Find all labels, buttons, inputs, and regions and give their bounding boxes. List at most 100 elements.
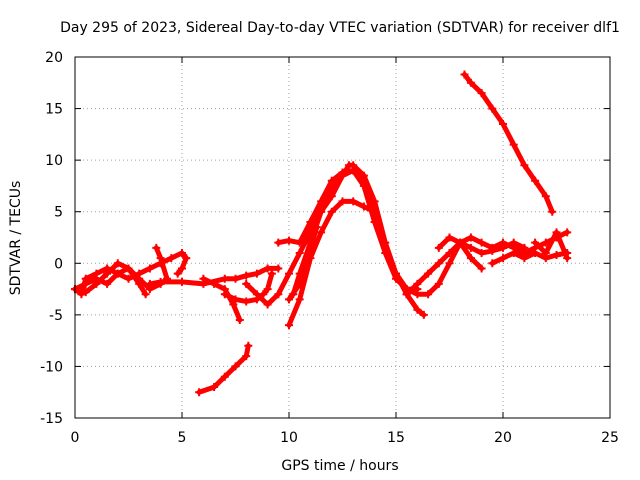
data-point [477, 238, 486, 247]
y-tick-label: 20 [45, 50, 63, 66]
y-tick-label: 10 [45, 153, 63, 169]
data-point [445, 259, 454, 268]
data-point [306, 218, 315, 227]
data-point [274, 264, 283, 273]
data-point [252, 269, 261, 278]
data-point [81, 288, 90, 297]
series-satellite-track-2 [71, 243, 172, 294]
data-point [77, 290, 86, 299]
data-point [263, 300, 272, 309]
data-point [220, 274, 229, 283]
x-tick-label: 10 [280, 430, 298, 446]
data-point [541, 248, 550, 257]
data-point [563, 254, 572, 263]
data-point [199, 274, 208, 283]
plot-frame [74, 56, 611, 419]
data-point [434, 279, 443, 288]
data-point [349, 166, 358, 175]
data-point [499, 120, 507, 129]
data-point [92, 279, 101, 288]
data-point [178, 248, 186, 257]
data-point [242, 271, 251, 280]
data-point [413, 279, 422, 288]
data-point [327, 207, 336, 216]
data-point [113, 259, 122, 268]
x-tick-label: 0 [71, 430, 80, 446]
data-point [242, 279, 251, 288]
data-point [499, 254, 507, 263]
data-point [244, 341, 253, 350]
series-satellite-track-14 [434, 233, 486, 273]
data-point [210, 383, 219, 392]
series-satellite-track-7 [220, 269, 276, 306]
data-point [173, 269, 182, 278]
data-point [520, 161, 529, 170]
data-point [460, 70, 469, 79]
data-point [509, 140, 518, 149]
data-point [285, 295, 293, 304]
data-point [145, 279, 154, 288]
data-point [178, 277, 186, 286]
data-point [456, 238, 465, 247]
data-point [541, 192, 550, 201]
series-satellite-track-12 [285, 223, 321, 304]
data-point [182, 254, 191, 263]
data-point [235, 316, 244, 325]
data-point [338, 197, 347, 206]
x-axis-label: GPS time / hours [281, 458, 398, 474]
data-point [81, 279, 90, 288]
data-point [445, 233, 454, 242]
data-point [370, 218, 379, 227]
data-point [306, 243, 315, 252]
data-point [135, 279, 144, 288]
chart-title: Day 295 of 2023, Sidereal Day-to-day VTE… [60, 20, 620, 36]
data-point [392, 274, 400, 283]
data-point [103, 269, 112, 278]
data-point [295, 248, 304, 257]
data-point [531, 238, 540, 247]
data-point [124, 274, 133, 283]
data-point [434, 259, 443, 268]
data-point [195, 388, 204, 397]
series-line [286, 224, 320, 302]
data-point [466, 254, 475, 263]
x-tick-label: 25 [601, 430, 619, 446]
y-tick-label: -10 [40, 359, 63, 375]
data-point [274, 238, 283, 247]
data-point [488, 259, 497, 268]
series-line [462, 72, 555, 215]
data-point [466, 233, 475, 242]
data-point [285, 269, 293, 278]
series-line [243, 162, 427, 318]
data-point [477, 89, 486, 98]
y-tick-label: 15 [45, 102, 63, 118]
data-point [242, 352, 251, 361]
x-tick-label: 15 [387, 430, 405, 446]
data-point [156, 277, 165, 286]
data-point [152, 243, 161, 252]
data-point [509, 248, 518, 257]
data-point [381, 248, 390, 257]
data-point [295, 238, 304, 247]
data-point [520, 254, 529, 263]
data-point [402, 290, 411, 299]
data-point [359, 202, 368, 211]
data-point [488, 243, 497, 252]
data-point [231, 362, 240, 371]
data-point [145, 264, 154, 273]
data-point [531, 248, 540, 257]
data-point [434, 243, 443, 252]
data-point [563, 228, 572, 237]
series-satellite-track-4 [145, 264, 283, 288]
x-tick-label: 20 [494, 430, 512, 446]
data-point [252, 290, 261, 299]
data-point [327, 181, 336, 190]
data-point [424, 269, 433, 278]
data-point [552, 251, 561, 260]
data-point [141, 290, 150, 299]
y-axis-label: SDTVAR / TECUs [8, 181, 24, 296]
data-point [113, 269, 122, 278]
x-tick-labels: 0 5 10 15 20 25 [71, 430, 619, 446]
data-point [499, 238, 507, 247]
